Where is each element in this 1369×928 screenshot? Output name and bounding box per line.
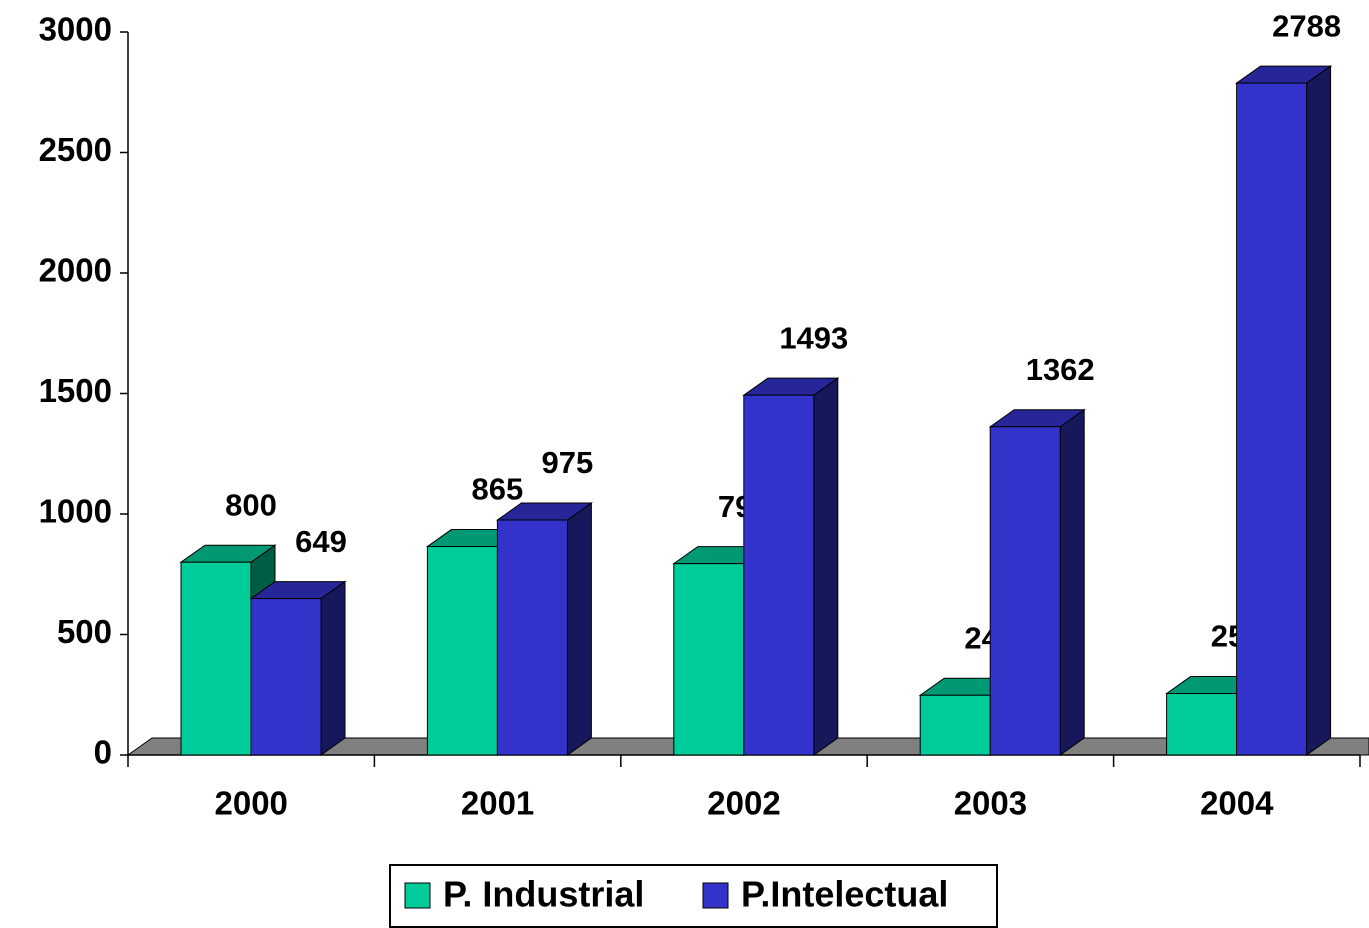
y-tick-label: 1500 — [39, 372, 112, 409]
value-label: 1362 — [1026, 352, 1095, 387]
legend-box — [389, 864, 998, 928]
legend-label: P.Intelectual — [741, 874, 948, 915]
bar-side — [1306, 65, 1332, 756]
bar — [1236, 82, 1308, 756]
bar-side — [1059, 408, 1085, 756]
value-label: 2788 — [1272, 8, 1341, 43]
x-tick-label: 2001 — [461, 785, 534, 822]
legend-swatch — [702, 882, 729, 909]
bar — [426, 546, 498, 756]
bar — [919, 694, 991, 756]
bar — [743, 394, 815, 756]
bar — [673, 563, 745, 756]
x-tick-label: 2004 — [1200, 785, 1274, 822]
bar-side — [813, 377, 839, 756]
bar — [250, 598, 322, 756]
bar — [989, 426, 1061, 756]
bar — [496, 519, 568, 756]
y-tick-label: 500 — [57, 613, 112, 650]
y-tick-label: 1000 — [39, 493, 112, 530]
bar — [180, 561, 252, 756]
value-label: 649 — [295, 524, 347, 559]
value-label: 865 — [472, 472, 524, 507]
bar-side — [566, 502, 592, 756]
value-label: 975 — [542, 445, 594, 480]
y-tick-label: 2500 — [39, 131, 112, 168]
legend-label: P. Industrial — [443, 874, 644, 915]
x-tick-label: 2000 — [214, 785, 287, 822]
x-tick-label: 2003 — [954, 785, 1027, 822]
bar — [1166, 693, 1238, 756]
y-tick-label: 2000 — [39, 252, 112, 289]
y-tick-label: 0 — [94, 734, 112, 771]
x-tick-label: 2002 — [707, 785, 780, 822]
bar-side — [320, 580, 346, 756]
y-tick-label: 3000 — [39, 11, 112, 48]
value-label: 1493 — [779, 320, 848, 355]
legend-swatch — [404, 882, 431, 909]
value-label: 800 — [225, 487, 277, 522]
